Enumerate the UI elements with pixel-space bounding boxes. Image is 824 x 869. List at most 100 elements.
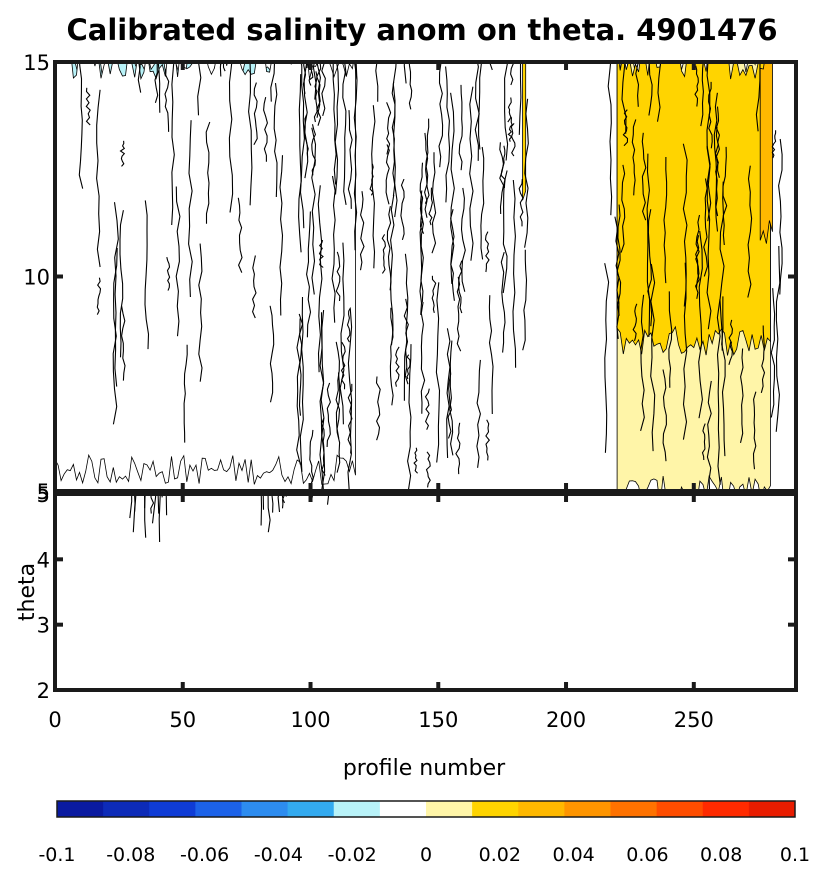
contour-line: [332, 62, 337, 185]
contour-line: [334, 62, 340, 195]
contour-line: [85, 87, 91, 126]
contour-line: [518, 62, 522, 135]
contour-line: [271, 494, 274, 513]
colorbar-swatch: [472, 801, 519, 817]
contour-line: [770, 288, 776, 418]
contour-line: [682, 143, 688, 307]
colorbar-frame: [56, 800, 796, 818]
y-tick-label: 10: [23, 266, 50, 290]
contour-line: [714, 126, 719, 217]
contour-line: [347, 110, 353, 209]
contour-line: [488, 295, 494, 415]
contour-line: [248, 62, 253, 206]
contour-line: [144, 200, 150, 350]
contour-line: [698, 230, 703, 419]
y-tick-label: 5: [37, 480, 50, 504]
contour-line: [406, 354, 411, 380]
contour-line: [113, 202, 119, 387]
contour-line: [347, 308, 353, 491]
contour-line: [306, 211, 312, 338]
contour-line: [326, 382, 331, 448]
x-axis-label: profile number: [343, 756, 506, 781]
contour-line: [771, 130, 777, 159]
colorbar-tick-label: -0.1: [38, 844, 75, 866]
contour-line: [385, 144, 390, 205]
contour-line: [728, 319, 733, 365]
contour-line: [616, 204, 622, 316]
colorbar-swatch: [610, 801, 658, 817]
contour-line: [480, 146, 485, 260]
colorbar-swatch: [333, 801, 381, 817]
contour-line: [721, 296, 726, 457]
contour-line: [663, 156, 668, 284]
contour-line: [299, 62, 305, 229]
contour-line: [706, 62, 712, 222]
contour-line: [607, 62, 613, 216]
contour-line: [222, 62, 226, 72]
contour-line: [319, 312, 325, 491]
contour-line: [458, 84, 463, 171]
contour-line: [346, 307, 352, 343]
contour-line: [656, 62, 661, 122]
contour-line: [171, 62, 175, 226]
colorbar-swatch: [656, 801, 704, 817]
upper-plot-panel: [53, 60, 798, 493]
contour-line: [478, 62, 482, 150]
contour-line: [632, 303, 638, 341]
contour-line: [119, 140, 126, 167]
contour-line: [703, 178, 708, 277]
contour-line: [647, 209, 653, 327]
contour-line: [431, 275, 437, 314]
contour-line: [499, 142, 505, 215]
contour-line: [500, 251, 506, 353]
contour-line: [112, 247, 118, 425]
contour-line: [303, 62, 309, 179]
colorbar-swatch: [702, 801, 750, 817]
contour-line: [269, 305, 275, 403]
contour-line: [484, 231, 490, 273]
contour-line: [381, 234, 386, 274]
contour-line: [270, 62, 276, 102]
colorbar-swatch: [426, 801, 473, 817]
contour-line: [510, 62, 515, 86]
contour-line: [420, 302, 426, 414]
contour-line: [353, 62, 358, 251]
contour-line: [157, 62, 161, 113]
y-axis-label: theta: [15, 563, 40, 621]
contour-line: [335, 251, 341, 302]
contour-line: [747, 165, 753, 298]
contour-line: [640, 294, 645, 432]
colorbar-tick-label: 0.1: [780, 844, 810, 866]
contour-line: [391, 81, 396, 197]
contour-line: [778, 138, 783, 295]
contour-line: [450, 209, 455, 301]
contour-line: [78, 62, 84, 189]
contour-line: [96, 277, 102, 315]
anomaly-region: [55, 62, 356, 485]
colorbar-swatch: [518, 801, 565, 817]
contour-line: [359, 191, 365, 271]
lower-plot-frame: [53, 492, 798, 692]
lower-plot-panel: [53, 492, 798, 692]
contour-line: [507, 97, 512, 123]
contour-line: [253, 82, 258, 146]
colorbar-swatch: [748, 801, 796, 817]
contour-line: [407, 344, 412, 491]
contour-line: [395, 346, 400, 387]
contour-line: [760, 325, 766, 394]
lower-plot-background: [55, 494, 796, 690]
contour-line: [340, 341, 346, 390]
contour-line: [369, 163, 374, 196]
contour-line: [668, 291, 673, 388]
contour-line: [510, 123, 516, 157]
contour-line: [775, 245, 781, 432]
contour-line: [438, 62, 444, 168]
colorbar-swatch: [287, 801, 335, 817]
contour-line: [512, 179, 517, 368]
contour-line: [331, 175, 336, 323]
contour-line: [237, 197, 243, 273]
contour-line: [695, 214, 701, 289]
x-tick-label: 250: [674, 708, 714, 732]
contour-line: [316, 62, 321, 118]
